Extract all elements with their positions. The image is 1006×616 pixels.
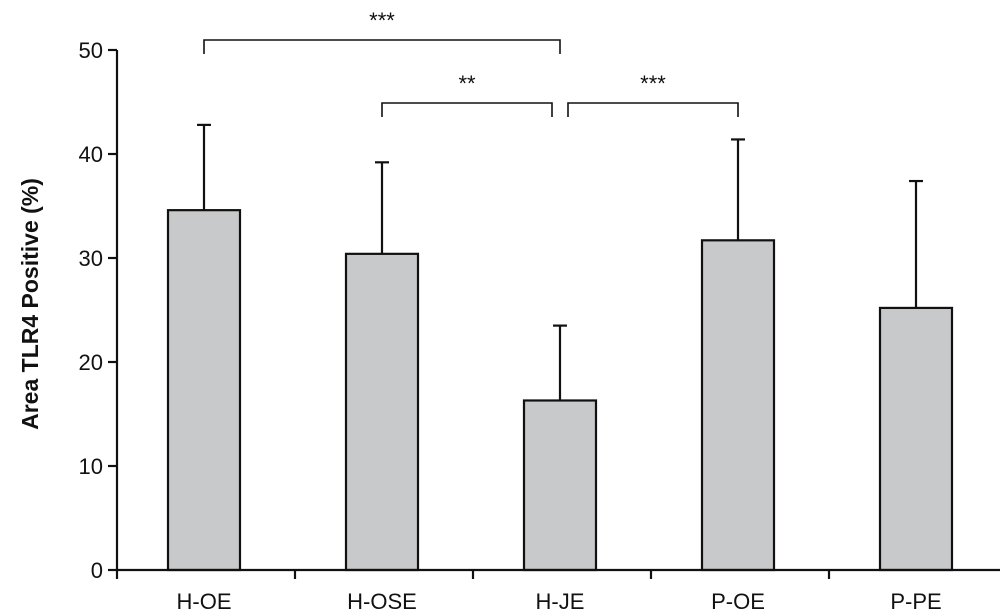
- bar-h-je: [522, 399, 598, 572]
- bar-h-oe: [166, 209, 242, 572]
- significance-group: ***** ***: [203, 8, 739, 117]
- y-tick-label-10: 10: [79, 454, 103, 479]
- x-tick-label-p-oe: P-OE: [711, 589, 765, 614]
- significance-bracket-0: [203, 39, 561, 54]
- y-axis-label: Area TLR4 Positive (%): [17, 178, 43, 430]
- significance-label-1: **: [458, 71, 476, 96]
- significance-label-2: ***: [640, 71, 666, 96]
- x-tick-label-h-ose: H-OSE: [347, 589, 417, 614]
- significance-bracket-1: [381, 102, 553, 117]
- axes-group: 0 10 20 30 40 50 H-OE H-OSE H-JE P-OE P-PE: [79, 38, 1000, 614]
- significance-label-0: ***: [369, 8, 395, 33]
- y-tick-label-20: 20: [79, 350, 103, 375]
- x-tick-label-p-pe: P-PE: [890, 589, 941, 614]
- bar-p-oe: [700, 239, 776, 572]
- y-tick-label-40: 40: [79, 142, 103, 167]
- y-tick-label-0: 0: [91, 558, 103, 583]
- error-bars-group: [197, 123, 923, 401]
- y-tick-label-30: 30: [79, 246, 103, 271]
- x-tick-label-h-je: H-JE: [536, 589, 585, 614]
- bar-p-pe: [878, 306, 954, 572]
- bar-h-ose: [344, 252, 420, 572]
- significance-bracket-2: [567, 102, 739, 117]
- x-tick-label-h-oe: H-OE: [177, 589, 232, 614]
- y-tick-label-50: 50: [79, 38, 103, 63]
